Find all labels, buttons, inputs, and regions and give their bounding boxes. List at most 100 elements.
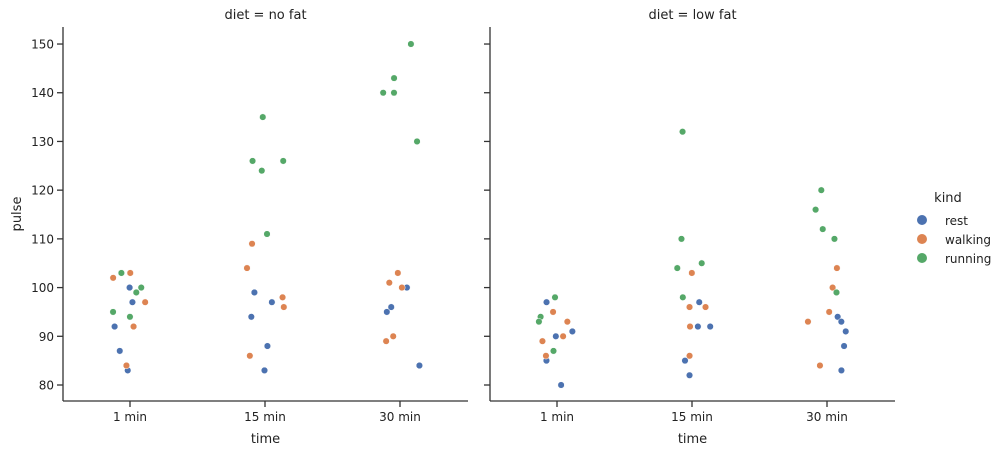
- point-running: [819, 225, 827, 233]
- y-tick-label: 110: [31, 232, 54, 246]
- point-running: [549, 347, 558, 355]
- legend-label: rest: [945, 214, 968, 228]
- point-walking: [686, 303, 694, 311]
- point-rest: [834, 313, 842, 321]
- legend-marker-rest: [917, 215, 927, 225]
- point-running: [830, 235, 838, 243]
- point-walking: [398, 284, 406, 292]
- legend-marker-running: [917, 253, 927, 263]
- point-rest: [694, 322, 702, 331]
- panel-title: diet = low fat: [648, 8, 736, 23]
- point-walking: [243, 264, 251, 272]
- point-running: [677, 235, 686, 243]
- point-rest: [706, 322, 714, 331]
- point-rest: [383, 308, 391, 316]
- point-walking: [542, 352, 550, 360]
- point-walking: [686, 322, 694, 331]
- point-walking: [126, 269, 134, 277]
- point-rest: [260, 366, 269, 374]
- point-walking: [701, 303, 710, 311]
- point-rest: [557, 381, 565, 389]
- point-walking: [816, 361, 824, 370]
- point-walking: [394, 269, 402, 277]
- point-running: [413, 137, 421, 145]
- y-tick-label: 80: [39, 379, 54, 393]
- x-tick-label: 1 min: [113, 410, 147, 424]
- point-rest: [542, 298, 551, 306]
- point-walking: [563, 318, 571, 326]
- point-running: [263, 230, 271, 238]
- point-walking: [122, 361, 130, 370]
- point-rest: [840, 342, 848, 350]
- point-running: [279, 157, 287, 165]
- point-running: [379, 89, 387, 97]
- legend-marker-walking: [917, 234, 927, 244]
- point-walking: [109, 274, 117, 282]
- point-rest: [387, 303, 395, 311]
- point-running: [817, 186, 825, 194]
- point-walking: [279, 293, 287, 301]
- point-running: [535, 318, 543, 326]
- point-rest: [126, 284, 134, 292]
- point-running: [698, 259, 706, 267]
- point-rest: [250, 288, 258, 297]
- point-rest: [837, 366, 845, 374]
- point-rest: [128, 298, 136, 306]
- point-walking: [389, 332, 397, 340]
- point-running: [132, 288, 140, 297]
- y-tick-label: 120: [31, 184, 54, 198]
- point-walking: [382, 337, 390, 345]
- point-rest: [415, 361, 423, 370]
- x-tick-label: 30 min: [379, 410, 421, 424]
- point-rest: [552, 332, 560, 340]
- point-running: [126, 313, 134, 321]
- point-running: [551, 293, 559, 301]
- x-tick-label: 30 min: [806, 410, 848, 424]
- point-running: [407, 40, 415, 48]
- point-running: [258, 167, 266, 175]
- x-tick-label: 15 min: [244, 410, 286, 424]
- x-tick-label: 15 min: [671, 410, 713, 424]
- legend-label: running: [945, 252, 991, 266]
- point-rest: [837, 318, 845, 326]
- point-running: [390, 74, 398, 82]
- point-walking: [559, 332, 567, 340]
- point-walking: [130, 322, 138, 331]
- point-walking: [686, 352, 694, 360]
- x-axis-label: time: [678, 432, 707, 447]
- point-walking: [248, 240, 256, 248]
- point-running: [259, 113, 267, 121]
- point-running: [117, 269, 125, 277]
- point-running: [812, 206, 820, 214]
- x-axis-label: time: [251, 432, 280, 447]
- point-rest: [263, 342, 271, 350]
- point-running: [390, 89, 398, 97]
- y-tick-label: 100: [31, 281, 54, 295]
- point-walking: [141, 298, 149, 306]
- point-rest: [116, 347, 124, 355]
- point-rest: [247, 313, 255, 321]
- legend-label: walking: [945, 233, 991, 247]
- y-tick-label: 90: [39, 330, 54, 344]
- point-running: [832, 288, 841, 297]
- point-running: [673, 264, 681, 272]
- point-walking: [246, 352, 254, 360]
- point-running: [137, 284, 145, 292]
- point-running: [249, 157, 257, 165]
- x-tick-label: 1 min: [540, 410, 574, 424]
- point-walking: [280, 303, 288, 311]
- panel-title: diet = no fat: [224, 8, 306, 23]
- point-walking: [385, 279, 393, 287]
- point-walking: [825, 308, 833, 316]
- y-tick-label: 130: [31, 135, 54, 149]
- point-rest: [111, 322, 119, 331]
- point-rest: [568, 327, 576, 335]
- point-running: [679, 293, 687, 301]
- y-tick-label: 140: [31, 86, 54, 100]
- point-walking: [538, 337, 546, 345]
- point-rest: [681, 357, 689, 365]
- legend-title: kind: [934, 191, 962, 206]
- y-tick-label: 150: [31, 38, 54, 52]
- point-rest: [685, 371, 694, 379]
- point-rest: [695, 298, 703, 306]
